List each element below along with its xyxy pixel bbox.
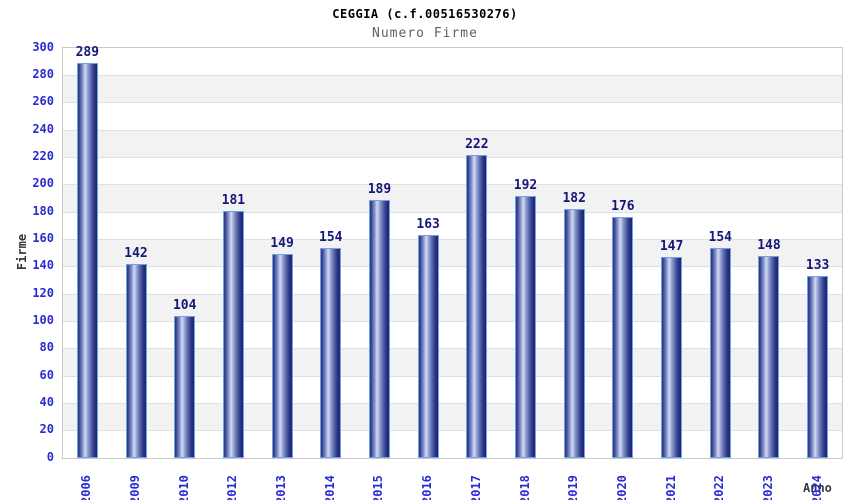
bar-value-label: 154 [708,229,733,245]
y-tick-label: 60 [39,367,54,382]
bar-2009 [125,263,147,458]
x-tick-label: 2016 [420,475,435,500]
bar-value-label: 192 [513,177,538,193]
bar-value-label: 181 [221,192,246,208]
gridline [63,238,842,240]
x-axis-label: Anno [803,481,832,495]
bar-value-label: 176 [611,199,635,215]
y-tick-label: 200 [32,176,54,191]
y-tick-label: 20 [39,422,54,437]
x-tick-label: 2012 [225,475,240,500]
x-tick-label: 2022 [712,475,727,500]
x-tick-label: 2023 [760,475,775,500]
gridline [63,74,842,76]
gridline [63,375,842,377]
x-tick-label: 2024 [809,475,824,500]
bar-value-label: 148 [757,237,781,253]
y-tick-label: 160 [32,230,54,245]
bar-2024 [807,276,829,458]
bar-2010 [174,315,196,458]
plot-band [63,212,842,240]
bar-2021 [661,257,683,458]
bar-value-label: 154 [319,229,343,245]
y-tick-label: 260 [32,94,54,109]
bar-value-label: 182 [562,191,586,207]
x-tick-label: 2017 [468,475,483,500]
x-tick-label: 2009 [128,475,143,500]
gridline [63,266,842,268]
bar-2012 [222,210,244,458]
y-tick-label: 140 [32,258,54,273]
bar-2015 [368,199,390,458]
bar-2016 [417,235,439,458]
y-tick-label: 120 [32,285,54,300]
bar-value-label: 142 [124,245,148,261]
bar-value-label: 163 [416,217,440,233]
x-tick-label: 2021 [663,475,678,500]
y-tick-label: 100 [32,312,54,327]
gridline [63,293,842,295]
x-tick-label: 2019 [566,475,581,500]
bar-2006 [76,63,98,458]
bar-2022 [709,247,731,458]
x-tick-label: 2013 [274,475,289,500]
gridline [63,184,842,186]
gridline [63,129,842,131]
x-tick-label: 2018 [517,475,532,500]
x-tick-label: 2020 [614,475,629,500]
gridline [63,348,842,350]
bar-2023 [758,255,780,458]
y-tick-label: 80 [39,340,54,355]
x-tick-label: 2014 [322,475,337,500]
plot-band [63,102,842,130]
y-tick-label: 300 [32,39,54,54]
bar-2018 [515,195,537,458]
bar-value-label: 189 [367,181,392,197]
gridline [63,156,842,158]
plot-band [63,184,842,212]
gridline [63,211,842,213]
bar-2017 [466,154,488,458]
gridline [63,102,842,104]
gridline [63,402,842,404]
bar-value-label: 289 [75,45,100,61]
gridline [63,430,842,432]
plot-area: 289 142 104 181 149 154 189 163 222 192 182 176 147 1… [62,45,843,459]
bar-value-label: 104 [172,297,197,313]
plot-band [63,130,842,158]
plot-band [63,157,842,185]
bar-2014 [320,247,342,458]
bar-value-label: 149 [270,236,294,252]
x-tick-label: 2006 [79,475,94,500]
y-tick-label: 40 [39,394,54,409]
bar-2013 [271,254,293,458]
bar-2019 [563,209,585,458]
y-tick-label: 220 [32,148,54,163]
bar-2020 [612,217,634,458]
chart-subtitle: Numero Firme [372,26,478,41]
x-tick-label: 2010 [176,475,191,500]
y-tick-label: 0 [46,449,54,464]
bar-value-label: 222 [465,136,489,152]
y-tick-label: 240 [32,121,54,136]
bar-value-label: 147 [659,239,684,255]
y-tick-label: 180 [32,203,54,218]
chart-title: CEGGIA (c.f.00516530276) [332,7,518,21]
bar-value-label: 133 [805,258,830,274]
plot-band [63,48,842,76]
plot-band [63,75,842,103]
gridline [63,320,842,322]
y-tick-label: 280 [32,66,54,81]
x-tick-label: 2015 [371,475,386,500]
